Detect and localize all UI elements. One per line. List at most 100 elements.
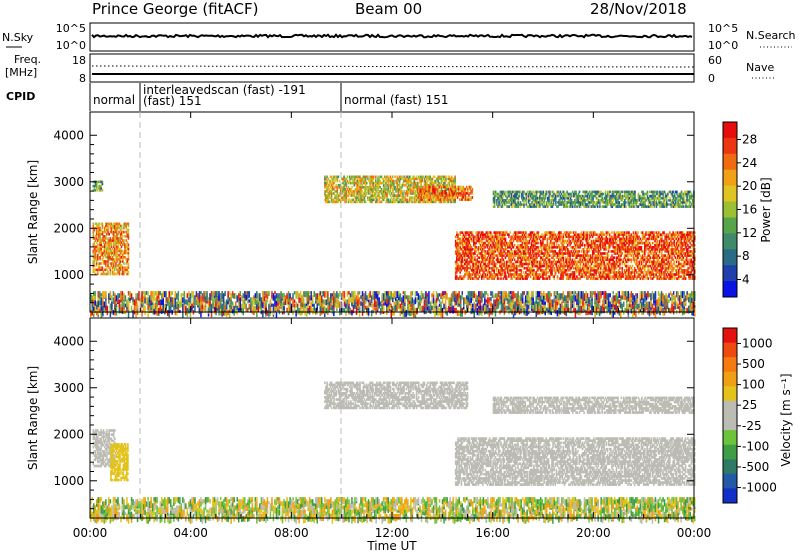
- power-data: [90, 175, 696, 318]
- cpid-segment-2-line2: (fast) 151: [143, 94, 202, 108]
- nave-label: Nave: [746, 61, 774, 74]
- nsearch-label: N.Search: [746, 29, 796, 42]
- velocity-colorbar: Velocity [m s⁻¹] 1000 500 100 25 -25 -100 -500…: [722, 327, 793, 504]
- nsky-trace: [91, 33, 693, 39]
- colorbar-swatch: [723, 233, 737, 250]
- y-tick-label: 2000: [53, 427, 84, 441]
- scatter-region-4: [417, 185, 474, 201]
- colorbar-swatch: [723, 444, 737, 460]
- power-colorbar: Power [dB] 28 24 20 16 12 8 4: [722, 121, 773, 298]
- colorbar-swatch: [723, 357, 737, 373]
- colorbar-swatch: [723, 185, 737, 202]
- nsky-panel: N.Sky 10^5 10^0 10^5 10^0 N.Search: [2, 22, 796, 52]
- x-ticks: 00:00 04:00 08:00 12:00 16:00 20:00 00:00: [73, 112, 712, 540]
- y-tick-label: 3000: [53, 175, 84, 189]
- power-colorbar-label: Power [dB]: [759, 177, 773, 242]
- colorbar-tick-label: 25: [742, 398, 757, 412]
- power-y-ticks: 4000 3000 2000 1000: [53, 128, 694, 304]
- freq-panel: Freq. [MHz] 18 8 60 0 Nave: [5, 53, 775, 85]
- colorbar-tick-label: 20: [742, 179, 757, 193]
- cpid-row: CPID normal interleavedscan (fast) -191 …: [6, 83, 448, 111]
- colorbar-swatch: [723, 430, 737, 446]
- x-axis-label: Time UT: [366, 539, 417, 553]
- near-range-noise: [90, 291, 696, 318]
- scatter-region-6: [492, 190, 695, 208]
- colorbar-swatch: [723, 137, 737, 155]
- colorbar-swatch: [723, 400, 737, 416]
- colorbar-swatch: [723, 371, 737, 387]
- colorbar-swatch: [723, 265, 737, 282]
- colorbar-swatch: [723, 169, 737, 187]
- velocity-y-ticks: 4000 3000 2000 1000: [53, 334, 694, 510]
- colorbar-swatch: [723, 122, 737, 139]
- x-tick-label: 04:00: [173, 526, 208, 540]
- freq-unit-label: [MHz]: [5, 66, 37, 79]
- nsearch-tick-top: 10^5: [708, 22, 738, 35]
- x-tick-label: 00:00: [677, 526, 712, 540]
- scatter-region-3: [324, 381, 469, 410]
- velocity-data: [90, 381, 696, 524]
- colorbar-swatch: [723, 386, 737, 402]
- colorbar-swatch: [723, 459, 737, 475]
- colorbar-tick-label: -500: [742, 460, 769, 474]
- near-range-noise: [90, 497, 696, 524]
- y-tick-label: 3000: [53, 381, 84, 395]
- colorbar-tick-label: 4: [742, 273, 750, 287]
- freq-label: Freq.: [14, 53, 41, 66]
- scatter-region-5: [454, 231, 696, 280]
- velocity-colorbar-label: Velocity [m s⁻¹]: [779, 373, 793, 466]
- y-tick-label: 4000: [53, 334, 84, 348]
- colorbar-tick-label: 8: [742, 249, 750, 263]
- colorbar-tick-label: -100: [742, 439, 769, 453]
- y-tick-label: 1000: [53, 474, 84, 488]
- scatter-region-1: [92, 222, 130, 276]
- y-tick-label: 4000: [53, 128, 84, 142]
- cpid-segment-2-line1: interleavedscan (fast) -191: [143, 83, 306, 97]
- power-panel: 4000 3000 2000 1000 Slant Range [km]: [26, 111, 696, 318]
- cpid-label: CPID: [6, 90, 35, 103]
- y-tick-label: 2000: [53, 221, 84, 235]
- colorbar-swatch: [723, 217, 737, 234]
- velocity-y-label: Slant Range [km]: [26, 366, 40, 470]
- colorbar-swatch: [723, 249, 737, 266]
- nave-tick-bottom: 0: [708, 72, 715, 85]
- x-tick-label: 12:00: [375, 526, 410, 540]
- y-tick-label: 1000: [53, 268, 84, 282]
- colorbar-swatch: [723, 153, 737, 171]
- colorbar-tick-label: -1000: [742, 481, 777, 495]
- freq-tick-bottom: 8: [79, 72, 86, 85]
- freq-tick-top: 18: [72, 54, 86, 67]
- colorbar-swatch: [723, 281, 737, 298]
- x-tick-label: 00:00: [73, 526, 108, 540]
- station-title: Prince George (fitACF): [92, 0, 259, 18]
- colorbar-tick-label: 12: [742, 226, 757, 240]
- colorbar-tick-label: 28: [742, 133, 757, 147]
- cpid-segment-3: normal (fast) 151: [344, 93, 448, 107]
- colorbar-tick-label: 16: [742, 203, 757, 217]
- colorbar-tick-label: 500: [742, 357, 765, 371]
- nsky-tick-bottom: 10^0: [56, 39, 86, 52]
- colorbar-tick-label: 1000: [742, 336, 773, 350]
- colorbar-tick-label: 24: [742, 156, 757, 170]
- nave-trace: [91, 65, 695, 68]
- colorbar-swatch: [723, 488, 737, 504]
- colorbar-swatch: [723, 473, 737, 489]
- beam-title: Beam 00: [355, 0, 423, 18]
- colorbar-swatch: [723, 201, 737, 218]
- power-y-label: Slant Range [km]: [26, 160, 40, 264]
- nsearch-tick-bottom: 10^0: [708, 39, 738, 52]
- scatter-region-3: [324, 175, 456, 204]
- nave-tick-top: 60: [708, 54, 722, 67]
- colorbar-tick-label: 100: [742, 378, 765, 392]
- date-title: 28/Nov/2018: [590, 0, 687, 18]
- colorbar-swatch: [723, 328, 737, 344]
- colorbar-swatch: [723, 415, 737, 431]
- x-tick-label: 16:00: [475, 526, 510, 540]
- x-tick-label: 20:00: [576, 526, 611, 540]
- cpid-segment-1: normal: [93, 93, 135, 107]
- colorbar-swatch: [723, 342, 737, 358]
- x-tick-label: 08:00: [274, 526, 309, 540]
- scatter-region-4: [454, 437, 696, 486]
